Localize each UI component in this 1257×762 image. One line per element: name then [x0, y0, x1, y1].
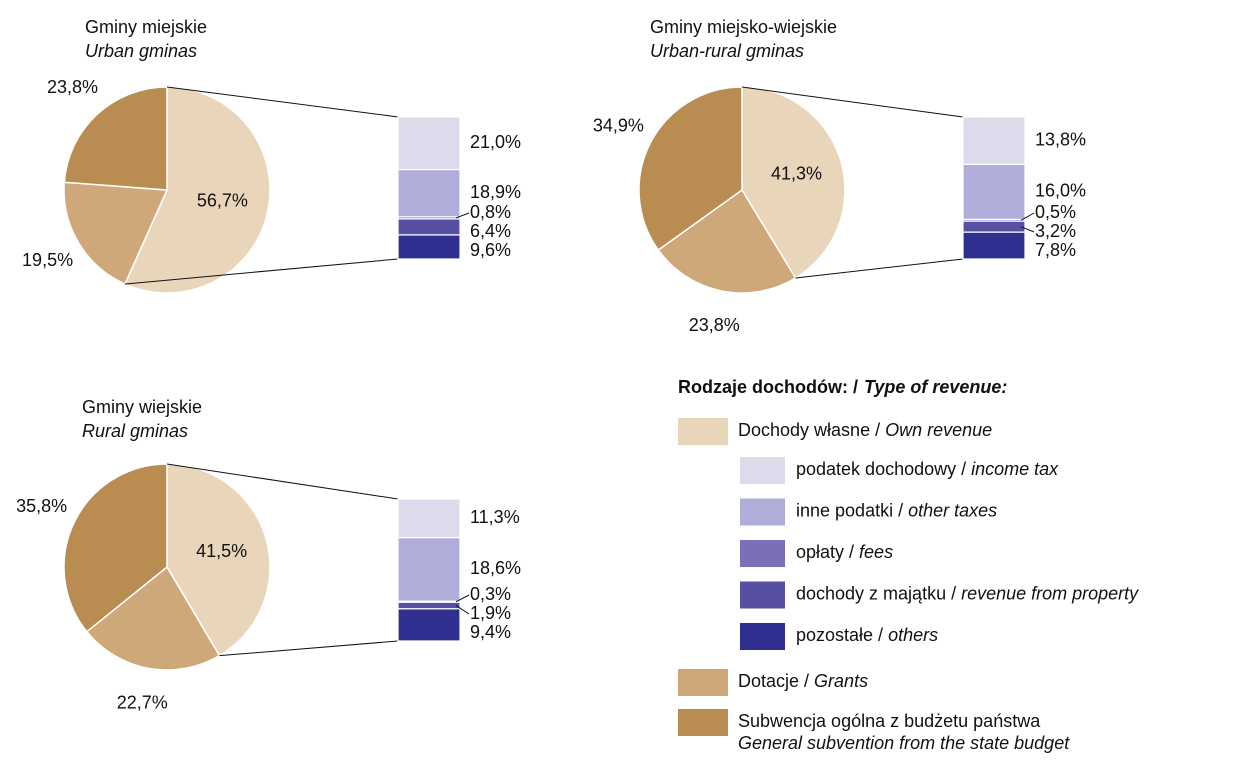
- legend-label-en: income tax: [971, 459, 1059, 479]
- legend-label: Dochody własne / Own revenue: [738, 420, 992, 440]
- legend-label-pl: opłaty /: [796, 542, 854, 562]
- bar-label: 7,8%: [1035, 240, 1076, 260]
- bar-label: 0,5%: [1035, 202, 1076, 222]
- bar-label: 0,3%: [470, 584, 511, 604]
- slice-label: 34,9%: [593, 115, 644, 135]
- legend-swatch: [740, 540, 785, 567]
- connector: [166, 86, 399, 118]
- chart-title: Gminy miejskie: [85, 17, 207, 37]
- bar-label: 1,9%: [470, 603, 511, 623]
- bar-label: 0,8%: [470, 202, 511, 222]
- pie-slice: [638, 86, 743, 252]
- bar-segment: [397, 234, 461, 260]
- pie-slice: [63, 463, 168, 633]
- bar-label: 6,4%: [470, 221, 511, 241]
- legend-title: Rodzaje dochodów: / Type of revenue:: [678, 377, 1007, 397]
- pie-slice: [657, 188, 797, 294]
- bar-label: 16,0%: [1035, 181, 1086, 201]
- bar-segment: [397, 168, 461, 218]
- legend-label: Subwencja ogólna z budżetu państwa: [738, 711, 1041, 731]
- bar-label: 9,4%: [470, 622, 511, 642]
- bar-segment: [397, 601, 461, 610]
- legend-label: podatek dochodowy / income tax: [796, 459, 1059, 479]
- slice-label: 41,5%: [196, 541, 247, 561]
- legend-label: inne podatki / other taxes: [796, 500, 997, 520]
- slice-label: 56,7%: [197, 191, 248, 211]
- connector: [219, 640, 399, 657]
- legend-label-pl: dochody z majątku /: [796, 583, 956, 603]
- legend-label-en: Grants: [814, 671, 868, 691]
- slice-label: 35,8%: [16, 496, 67, 516]
- slice-label: 23,8%: [47, 77, 98, 97]
- legend-swatch: [740, 457, 785, 484]
- connector: [795, 258, 964, 279]
- legend-swatch: [678, 418, 728, 445]
- legend-swatch: [678, 669, 728, 696]
- bar-segment: [397, 608, 461, 642]
- bar-label: 21,0%: [470, 132, 521, 152]
- legend-label-pl: Subwencja ogólna z budżetu państwa: [738, 711, 1041, 731]
- legend-label-pl: podatek dochodowy /: [796, 459, 966, 479]
- leader-line: [1020, 212, 1035, 221]
- chart-title: Gminy wiejskie: [82, 397, 202, 417]
- leader-line: [455, 212, 470, 219]
- legend-label: opłaty / fees: [796, 542, 893, 562]
- bar-segment: [962, 231, 1026, 260]
- legend-swatch: [740, 498, 785, 526]
- legend-title-pl: Rodzaje dochodów: /: [678, 377, 858, 397]
- legend-label-en: Own revenue: [885, 420, 992, 440]
- bar-segment: [397, 116, 461, 171]
- pie-slice: [123, 86, 271, 294]
- pie-slice: [63, 86, 168, 191]
- legend-swatch: [740, 581, 785, 609]
- pie-slice: [63, 181, 169, 285]
- legend-label: Dotacje / Grants: [738, 671, 868, 691]
- legend-label-en: fees: [859, 542, 893, 562]
- legend-swatch: [678, 709, 728, 736]
- slice-label: 22,7%: [117, 693, 168, 713]
- connector: [166, 463, 399, 500]
- legend-label-pl: Dotacje /: [738, 671, 809, 691]
- bar-segment: [397, 537, 461, 602]
- bar-segment: [397, 498, 461, 539]
- legend-swatch: [740, 623, 785, 650]
- leader-line: [455, 594, 470, 603]
- pie-slice: [85, 565, 221, 671]
- chart-title: Gminy miejsko-wiejskie: [650, 17, 837, 37]
- bar-label: 18,6%: [470, 558, 521, 578]
- bar-segment: [397, 218, 461, 236]
- legend-label-en: others: [888, 625, 938, 645]
- bar-label: 9,6%: [470, 240, 511, 260]
- legend-title-en: Type of revenue:: [864, 377, 1007, 397]
- leader-line: [1020, 226, 1035, 233]
- slice-label: 23,8%: [689, 315, 740, 335]
- legend-label-en: other taxes: [908, 500, 997, 520]
- legend-label-pl: pozostałe /: [796, 625, 883, 645]
- legend-label-en: revenue from property: [961, 583, 1139, 603]
- connector: [741, 86, 964, 118]
- legend-label: pozostałe / others: [796, 625, 938, 645]
- connector: [124, 258, 399, 285]
- chart-subtitle: Rural gminas: [82, 421, 188, 441]
- bar-label: 13,8%: [1035, 129, 1086, 149]
- legend-label-pl: Dochody własne /: [738, 420, 880, 440]
- chart-subtitle: Urban-rural gminas: [650, 41, 804, 61]
- bar-label: 18,9%: [470, 182, 521, 202]
- chart-subtitle: Urban gminas: [85, 41, 197, 61]
- slice-label: 41,3%: [771, 163, 822, 183]
- bar-label: 3,2%: [1035, 221, 1076, 241]
- bar-label: 11,3%: [470, 507, 520, 527]
- bar-segment: [962, 163, 1026, 221]
- bar-segment: [962, 116, 1026, 166]
- legend-label-pl: inne podatki /: [796, 500, 903, 520]
- slice-label: 19,5%: [22, 250, 73, 270]
- leader-line: [455, 605, 470, 615]
- legend-label: dochody z majątku / revenue from property: [796, 583, 1139, 603]
- pie-slice: [741, 86, 846, 280]
- bar-segment: [962, 220, 1026, 233]
- legend-label-en: General subvention from the state budget: [738, 733, 1070, 753]
